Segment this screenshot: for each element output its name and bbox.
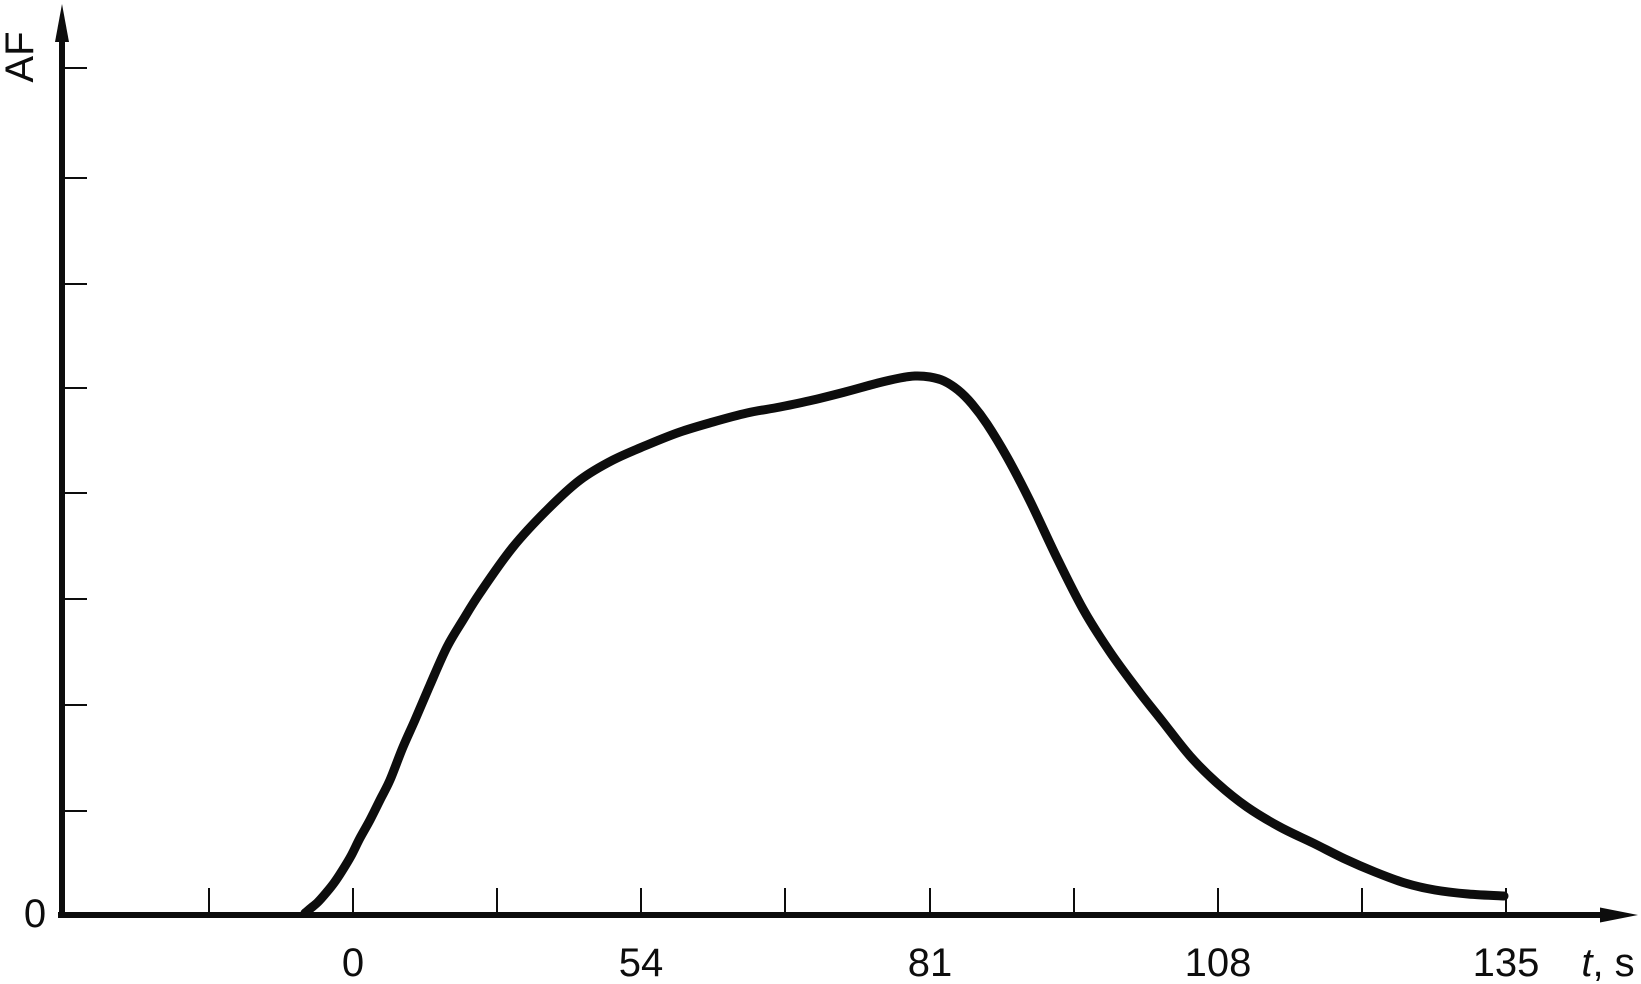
x-tick-label: 81	[908, 941, 953, 984]
x-tick-label: 108	[1185, 941, 1252, 984]
y-axis-arrowhead	[55, 4, 69, 42]
x-tick-label: 54	[619, 941, 664, 984]
af-curve	[300, 371, 1509, 918]
y-origin-label: 0	[24, 892, 46, 936]
x-axis-title-variable: t	[1581, 941, 1594, 984]
x-axis-title: t, s	[1581, 941, 1634, 984]
x-tick-label: 135	[1473, 941, 1540, 984]
x-tick-label: 0	[342, 941, 364, 984]
x-axis-arrowhead	[1600, 907, 1638, 923]
y-axis-title: AF	[0, 31, 42, 82]
x-axis-title-unit: , s	[1592, 941, 1634, 984]
